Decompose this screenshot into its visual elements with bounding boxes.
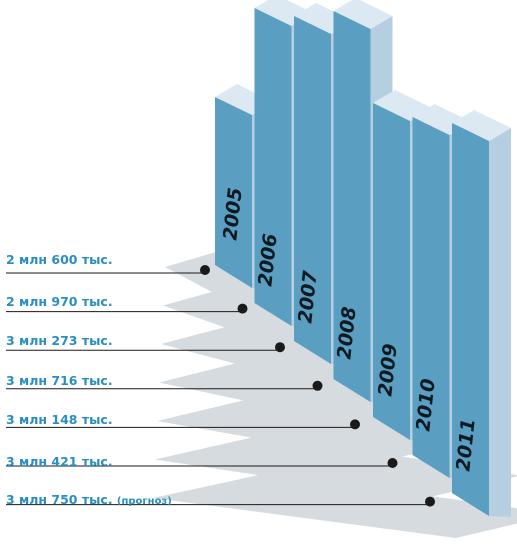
- leader-dot-2011: [425, 496, 435, 507]
- value-label-2009: 3 млн 148 тыс.: [6, 412, 113, 427]
- leader-dot-2007: [275, 342, 285, 353]
- leader-dot-2008: [312, 380, 323, 391]
- value-label-2008: 3 млн 716 тыс.: [6, 373, 113, 388]
- floor-tiles: [153, 242, 517, 538]
- bar-2008: [333, 11, 371, 402]
- bar-2005: [215, 97, 252, 288]
- bar-2007: [294, 16, 331, 364]
- floor-tile-2009: [157, 396, 482, 461]
- bars: [215, 0, 511, 517]
- floor-tile-2010: [155, 434, 517, 500]
- bar-top-2009: [373, 90, 432, 121]
- bar-side-2011: [489, 128, 511, 517]
- floor-tile-2011: [153, 473, 517, 538]
- leader-dot-2005: [200, 265, 210, 275]
- value-label-2005: 2 млн 600 тыс.: [6, 252, 113, 267]
- bar-top-2008: [333, 0, 393, 29]
- bar-top-2011: [452, 110, 511, 141]
- value-label-2007: 3 млн 273 тыс.: [6, 333, 113, 348]
- bar-2011: [452, 123, 489, 516]
- leader-dot-2010: [387, 458, 398, 468]
- bar-2010: [412, 117, 450, 478]
- floor-tile-2008: [159, 357, 444, 423]
- leader-lines: [6, 265, 435, 507]
- value-label-2011: 3 млн 750 тыс. (прогноз): [6, 492, 172, 508]
- value-label-2006: 2 млн 970 тыс.: [6, 294, 113, 309]
- forecast-note: (прогноз): [116, 496, 172, 507]
- bar-2006: [254, 8, 292, 326]
- bar-2009: [373, 103, 410, 440]
- leader-dot-2009: [350, 419, 360, 430]
- value-label-2010: 3 млн 421 тыс.: [6, 454, 113, 469]
- leader-dot-2006: [237, 303, 248, 314]
